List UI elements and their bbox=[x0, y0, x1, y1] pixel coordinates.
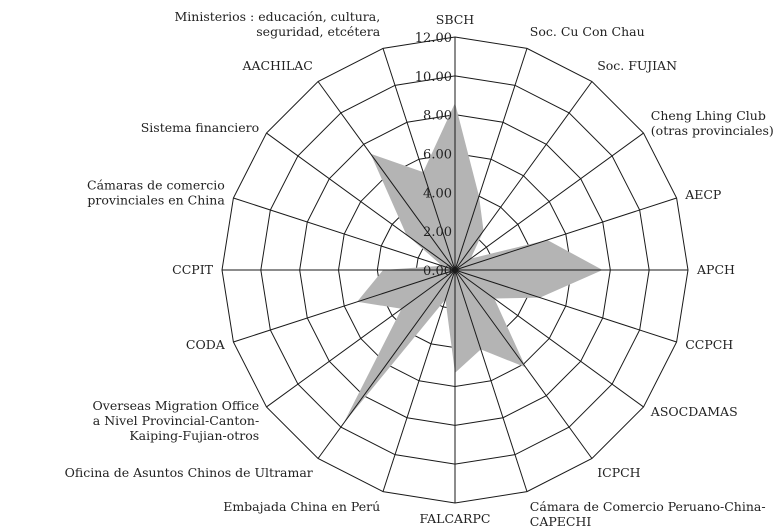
radar-spoke bbox=[382, 48, 456, 271]
category-label-line: CODA bbox=[186, 337, 226, 352]
category-label: AACHILAC bbox=[241, 58, 312, 73]
category-label: CCPCH bbox=[685, 337, 733, 352]
category-label: FALCARPC bbox=[420, 511, 491, 526]
radial-tick-labels: 0.00 2.00 4.00 6.00 8.00 10.00 12.00 bbox=[415, 31, 452, 279]
category-label-line: AACHILAC bbox=[241, 58, 312, 73]
radial-tick-label: 0.00 bbox=[423, 264, 452, 279]
category-label: Cheng Lhing Club (otras provinciales) bbox=[651, 108, 774, 138]
radar-spoke bbox=[454, 269, 677, 343]
category-label-line: Cámara de Comercio Peruano-China- bbox=[530, 499, 766, 514]
radial-tick-label: 12.00 bbox=[415, 31, 452, 46]
category-label-line: Overseas Migration Office bbox=[93, 398, 260, 413]
radar-spoke bbox=[454, 197, 677, 271]
category-label: APCH bbox=[696, 262, 735, 277]
category-label: CODA bbox=[186, 337, 226, 352]
radar-spoke bbox=[382, 269, 456, 492]
radar-spoke bbox=[266, 269, 456, 408]
category-label: Cámaras de comercio provinciales en China bbox=[87, 177, 225, 207]
radar-axes bbox=[222, 37, 688, 503]
radar-spoke bbox=[317, 81, 456, 271]
radar-series bbox=[343, 103, 603, 424]
category-label: Cámara de Comercio Peruano-China-CAPECHI bbox=[530, 499, 766, 529]
category-label-line: Cámaras de comercio bbox=[87, 177, 225, 192]
category-label: Sistema financiero bbox=[141, 120, 259, 135]
category-label-line: Soc. FUJIAN bbox=[597, 58, 677, 73]
category-label-line: ICPCH bbox=[597, 465, 640, 480]
category-labels: SBCH Soc. Cu Con Chau Soc. FUJIAN Cheng Lhi… bbox=[65, 9, 774, 529]
category-label-line: CCPCH bbox=[685, 337, 733, 352]
category-label-line: FALCARPC bbox=[420, 511, 491, 526]
category-label-line: a Nivel Provincial-Canton- bbox=[93, 413, 259, 428]
category-label-line: APCH bbox=[696, 262, 735, 277]
radar-spoke bbox=[233, 197, 456, 271]
category-label-line: Ministerios : educación, cultura, bbox=[174, 9, 380, 24]
radar-spoke bbox=[266, 132, 456, 271]
category-label-line: AECP bbox=[684, 187, 721, 202]
radar-spoke bbox=[454, 269, 644, 408]
category-label: Soc. FUJIAN bbox=[597, 58, 677, 73]
category-label: ASOCDAMAS bbox=[650, 404, 738, 419]
radial-tick-label: 4.00 bbox=[423, 186, 452, 201]
category-label: Overseas Migration Office a Nivel Provinc… bbox=[93, 398, 260, 443]
category-label: ICPCH bbox=[597, 465, 640, 480]
radar-spoke bbox=[454, 81, 593, 271]
category-label-line: (otras provinciales) bbox=[651, 123, 774, 138]
category-label: AECP bbox=[684, 187, 721, 202]
radar-spoke bbox=[454, 132, 644, 271]
radar-spoke bbox=[454, 269, 593, 459]
category-label: CCPIT bbox=[172, 262, 213, 277]
category-label-line: ASOCDAMAS bbox=[650, 404, 738, 419]
radial-tick-label: 6.00 bbox=[423, 148, 452, 163]
category-label: Ministerios : educación, cultura, segurid… bbox=[174, 9, 380, 39]
radar-spoke bbox=[454, 269, 528, 492]
category-label-line: CAPECHI bbox=[530, 514, 592, 529]
category-label-line: Soc. Cu Con Chau bbox=[530, 24, 645, 39]
category-label-line: provinciales en China bbox=[87, 192, 225, 207]
category-label-line: seguridad, etcétera bbox=[256, 24, 380, 39]
radial-tick-label: 10.00 bbox=[415, 70, 452, 85]
category-label-line: CCPIT bbox=[172, 262, 213, 277]
category-label: Embajada China en Perú bbox=[223, 499, 380, 514]
category-label: Oficina de Asuntos Chinos de Ultramar bbox=[65, 465, 313, 480]
radial-tick-label: 2.00 bbox=[423, 225, 452, 240]
radar-spoke bbox=[317, 269, 456, 459]
radar-spoke bbox=[233, 269, 456, 343]
category-label-line: Kaiping-Fujian-otros bbox=[129, 428, 259, 443]
category-label-line: Sistema financiero bbox=[141, 120, 259, 135]
series-area bbox=[343, 103, 603, 424]
category-label-line: Embajada China en Perú bbox=[223, 499, 380, 514]
category-label-line: Cheng Lhing Club bbox=[651, 108, 766, 123]
category-label: Soc. Cu Con Chau bbox=[530, 24, 645, 39]
radial-tick-label: 8.00 bbox=[423, 109, 452, 124]
radar-spoke bbox=[454, 48, 528, 271]
category-label: SBCH bbox=[436, 12, 475, 27]
category-label-line: Oficina de Asuntos Chinos de Ultramar bbox=[65, 465, 313, 480]
category-label-line: SBCH bbox=[436, 12, 475, 27]
